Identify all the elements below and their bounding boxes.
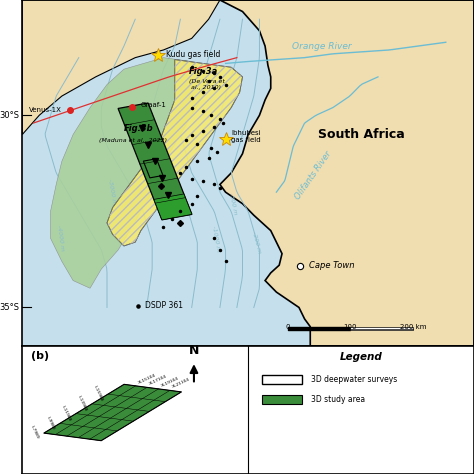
Polygon shape [107,60,243,246]
Text: 200 km: 200 km [400,324,426,330]
FancyBboxPatch shape [262,394,302,403]
Polygon shape [44,384,182,441]
Text: 0: 0 [285,324,290,330]
Text: XL17104: XL17104 [149,374,168,386]
Text: IL9988: IL9988 [46,415,56,430]
Text: (b): (b) [31,351,49,361]
Polygon shape [51,58,209,288]
Text: 30°S: 30°S [0,111,19,120]
Text: Fig.3b: Fig.3b [124,124,154,133]
Text: 3D study area: 3D study area [311,394,365,403]
Text: IL13988: IL13988 [77,394,88,412]
Text: XL21104: XL21104 [172,377,191,389]
Text: South Africa: South Africa [318,128,404,141]
Text: IL15988: IL15988 [93,385,104,402]
Text: Kudu gas field: Kudu gas field [166,50,221,59]
Text: Olifants River: Olifants River [293,149,333,201]
Polygon shape [220,0,474,346]
Text: Legend: Legend [340,352,383,362]
Text: XL15104: XL15104 [137,373,156,385]
Polygon shape [154,194,192,220]
Text: -200 m: -200 m [251,231,262,254]
Text: Graaf-1: Graaf-1 [141,101,167,108]
Text: Fig.3a: Fig.3a [189,67,218,75]
Text: -3000 m: -3000 m [107,179,117,206]
Text: -4000 m: -4000 m [56,225,65,252]
Text: Ibhubesi
gas field: Ibhubesi gas field [231,130,261,143]
Text: Venus-1X: Venus-1X [29,107,62,112]
Text: IL11988: IL11988 [61,404,72,422]
Text: 100: 100 [344,324,357,330]
Text: (Maduna et al., 2022): (Maduna et al., 2022) [99,138,167,143]
Text: Orange River: Orange River [292,42,351,51]
Text: 35°S: 35°S [0,303,19,312]
Text: 3D deepwater surveys: 3D deepwater surveys [311,375,398,384]
Text: IL7989: IL7989 [30,425,40,440]
Text: N: N [189,345,199,357]
Text: -1000 m: -1000 m [211,225,221,252]
Text: (De Vera et
 al., 2010): (De Vera et al., 2010) [189,79,225,90]
Text: -500 m: -500 m [228,192,238,215]
Polygon shape [118,103,192,220]
Text: DSDP 361: DSDP 361 [146,301,183,310]
Text: XL19104: XL19104 [160,376,179,388]
Polygon shape [22,0,220,135]
Text: Cape Town: Cape Town [309,262,355,271]
